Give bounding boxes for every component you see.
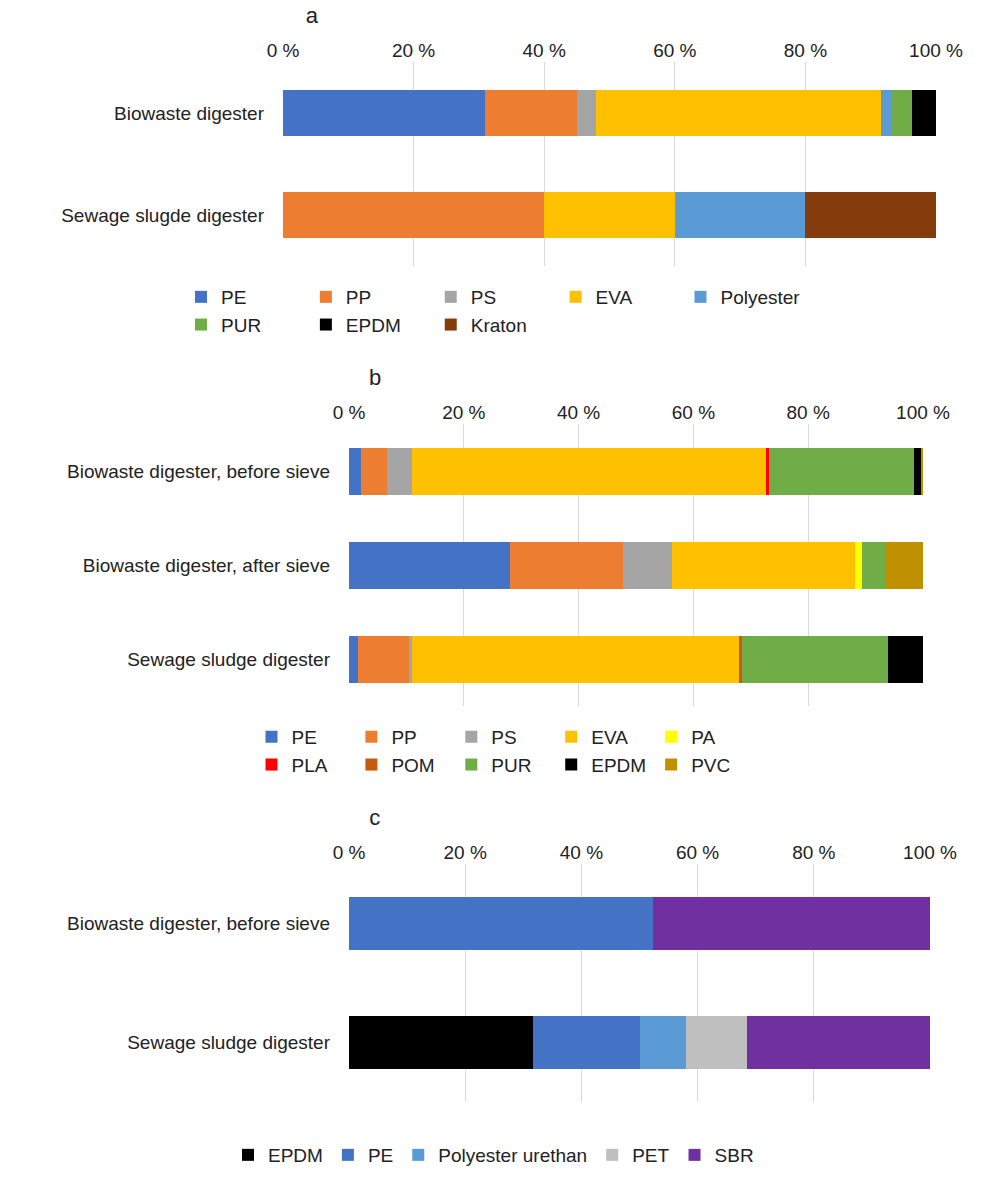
svg-text:EVA: EVA	[591, 727, 628, 748]
svg-text:20 %: 20 %	[442, 402, 485, 423]
svg-text:80 %: 80 %	[787, 402, 830, 423]
svg-text:PE: PE	[368, 1145, 393, 1166]
svg-text:EPDM: EPDM	[591, 755, 646, 776]
svg-text:SBR: SBR	[715, 1145, 754, 1166]
svg-text:Biowaste digester, before siev: Biowaste digester, before sieve	[67, 913, 330, 934]
svg-text:Biowaste digester, before siev: Biowaste digester, before sieve	[67, 461, 330, 482]
svg-text:EPDM: EPDM	[346, 315, 401, 336]
svg-text:POM: POM	[391, 755, 434, 776]
svg-text:Biowaste digester: Biowaste digester	[114, 103, 265, 124]
svg-text:40 %: 40 %	[557, 402, 600, 423]
svg-text:Biowaste digester, after sieve: Biowaste digester, after sieve	[83, 555, 330, 576]
svg-text:60 %: 60 %	[676, 842, 719, 863]
svg-text:0 %: 0 %	[333, 402, 366, 423]
svg-text:20 %: 20 %	[444, 842, 487, 863]
svg-text:PE: PE	[221, 287, 246, 308]
svg-text:60 %: 60 %	[653, 40, 696, 61]
svg-text:PUR: PUR	[491, 755, 531, 776]
svg-text:Sewage sludge digester: Sewage sludge digester	[127, 649, 330, 670]
svg-text:PVC: PVC	[691, 755, 730, 776]
svg-text:PET: PET	[632, 1145, 669, 1166]
svg-text:b: b	[369, 365, 381, 390]
svg-text:PP: PP	[346, 287, 371, 308]
svg-text:100 %: 100 %	[903, 842, 957, 863]
svg-text:PE: PE	[292, 727, 317, 748]
svg-text:40 %: 40 %	[560, 842, 603, 863]
svg-text:0 %: 0 %	[333, 842, 366, 863]
svg-text:20 %: 20 %	[392, 40, 435, 61]
svg-text:40 %: 40 %	[523, 40, 566, 61]
svg-text:EVA: EVA	[596, 287, 633, 308]
svg-text:80 %: 80 %	[784, 40, 827, 61]
svg-text:0 %: 0 %	[267, 40, 300, 61]
svg-text:100 %: 100 %	[896, 402, 950, 423]
svg-text:c: c	[369, 805, 380, 830]
svg-text:a: a	[306, 3, 319, 28]
svg-text:Kraton: Kraton	[471, 315, 527, 336]
svg-text:Polyester urethan: Polyester urethan	[438, 1145, 587, 1166]
svg-text:PLA: PLA	[292, 755, 328, 776]
svg-text:EPDM: EPDM	[268, 1145, 323, 1166]
svg-text:PS: PS	[491, 727, 516, 748]
svg-text:Polyester: Polyester	[720, 287, 800, 308]
svg-text:80 %: 80 %	[792, 842, 835, 863]
svg-text:PA: PA	[691, 727, 715, 748]
svg-text:100 %: 100 %	[909, 40, 963, 61]
svg-text:Sewage slugde digester: Sewage slugde digester	[61, 205, 264, 226]
svg-text:60 %: 60 %	[672, 402, 715, 423]
svg-text:PP: PP	[391, 727, 416, 748]
svg-text:PUR: PUR	[221, 315, 261, 336]
svg-text:Sewage sludge digester: Sewage sludge digester	[127, 1032, 330, 1053]
svg-text:PS: PS	[471, 287, 496, 308]
